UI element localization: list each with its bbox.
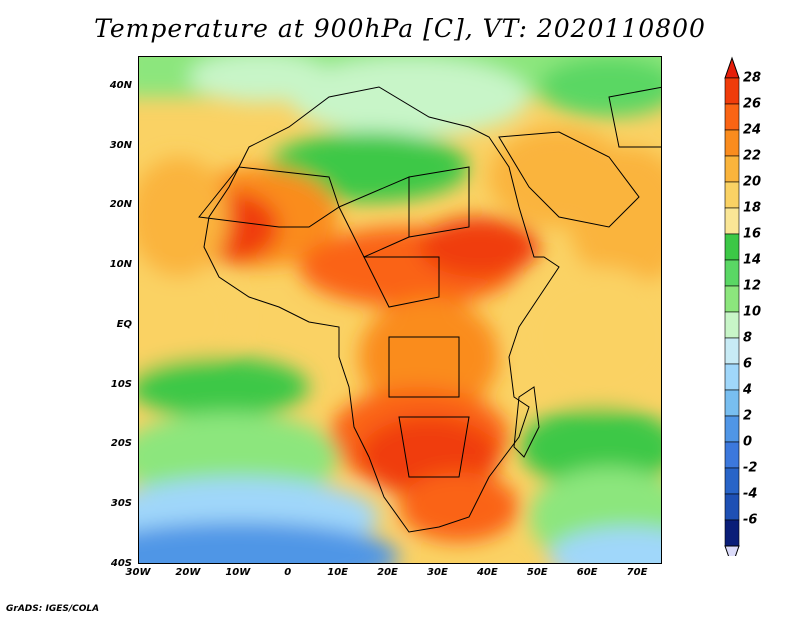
- colorbar-label: 10: [743, 304, 762, 320]
- colorbar-label: -2: [743, 460, 758, 476]
- colorbar-label: 8: [743, 330, 753, 346]
- colorbar-label: 0: [743, 434, 753, 450]
- lat-tick-label: 30N: [109, 139, 132, 151]
- colorbar-segment: [724, 259, 740, 287]
- lon-tick-label: 70E: [626, 567, 648, 578]
- chart-title: Temperature at 900hPa [C], VT: 202011080…: [94, 14, 706, 43]
- lat-tick-label: 20N: [109, 199, 132, 211]
- lat-tick-label: 10N: [109, 259, 132, 271]
- colorbar-label: 4: [743, 382, 753, 398]
- lon-tick-label: 0: [284, 567, 292, 578]
- colorbar-segment: [724, 363, 740, 391]
- colorbar-segment: [724, 441, 740, 469]
- temperature-field: [139, 57, 661, 563]
- colorbar-label: 18: [743, 200, 762, 216]
- colorbar-label: 2: [743, 408, 753, 424]
- colorbar-label: 16: [743, 226, 762, 242]
- lon-tick-label: 20E: [377, 567, 398, 578]
- lon-tick-label: 50E: [526, 567, 548, 578]
- lon-tick-label: 30E: [427, 567, 448, 578]
- coastlines: [198, 86, 661, 533]
- colorbar-label: 28: [743, 70, 762, 86]
- colorbar-label: 20: [743, 174, 762, 190]
- lon-tick-label: 60E: [576, 567, 598, 578]
- colorbar-bottom-arrow: [724, 545, 740, 556]
- lat-tick-label: EQ: [116, 318, 132, 330]
- lon-tick-label: 40E: [476, 567, 498, 578]
- lat-tick-label: 10S: [110, 378, 132, 390]
- lon-tick-label: 10E: [327, 567, 348, 578]
- colorbar-segment: [724, 285, 740, 313]
- colorbar-segment: [724, 129, 740, 157]
- colorbar-segment: [724, 233, 740, 261]
- colorbar: [724, 56, 740, 556]
- colorbar-segment: [724, 311, 740, 339]
- map-canvas: [139, 57, 661, 563]
- credit-text: GrADS: IGES/COLA: [6, 604, 100, 614]
- lon-tick-label: 20W: [175, 567, 201, 578]
- colorbar-segment: [724, 389, 740, 417]
- colorbar-segment: [724, 493, 740, 521]
- colorbar-label: 22: [743, 148, 762, 164]
- lat-tick-label: 40N: [109, 79, 132, 91]
- lon-tick-label: 10W: [225, 567, 251, 578]
- colorbar-label: -4: [743, 486, 758, 502]
- temperature-map: [138, 56, 662, 564]
- lat-tick-label: 40S: [110, 558, 132, 569]
- lat-tick-label: 30S: [110, 498, 132, 510]
- colorbar-segment: [724, 415, 740, 443]
- colorbar-segment: [724, 77, 740, 105]
- colorbar-label: 14: [743, 252, 762, 268]
- colorbar-segment: [724, 207, 740, 235]
- colorbar-segment: [724, 467, 740, 495]
- lat-tick-label: 20S: [110, 438, 132, 450]
- colorbar-label: 26: [743, 96, 762, 112]
- colorbar-segment: [724, 103, 740, 131]
- colorbar-label: 6: [743, 356, 753, 372]
- colorbar-top-arrow: [724, 56, 740, 79]
- lon-tick-label: 30W: [125, 567, 151, 578]
- colorbar-label: -6: [743, 512, 758, 528]
- colorbar-label: 12: [743, 278, 762, 294]
- colorbar-segment: [724, 519, 740, 547]
- colorbar-segment: [724, 155, 740, 183]
- colorbar-segment: [724, 181, 740, 209]
- colorbar-label: 24: [743, 122, 762, 138]
- colorbar-segment: [724, 337, 740, 365]
